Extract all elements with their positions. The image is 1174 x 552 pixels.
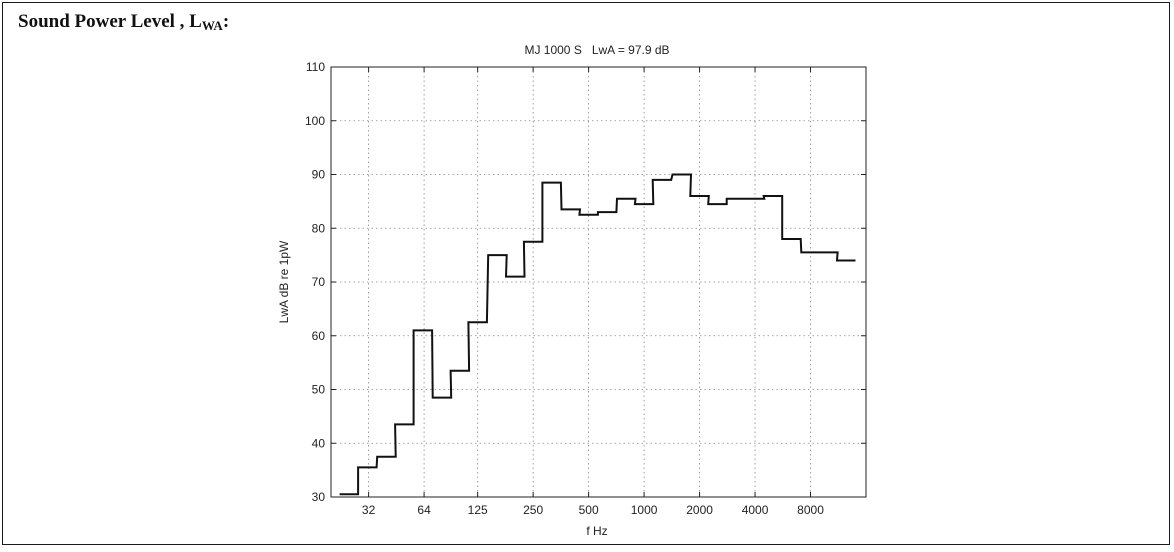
x-tick-label: 2000 — [686, 503, 713, 517]
y-tick-label: 50 — [312, 383, 326, 397]
y-tick-label: 30 — [312, 490, 326, 504]
x-tick-label: 64 — [417, 503, 431, 517]
y-tick-label: 60 — [312, 329, 326, 343]
x-axis-label: f Hz — [586, 524, 607, 538]
y-tick-label: 90 — [312, 168, 326, 182]
section-heading: Sound Power Level , LWA: — [18, 11, 229, 34]
y-axis-label: LwA dB re 1pW — [277, 240, 291, 323]
chart-title: MJ 1000 S LwA = 97.9 dB — [524, 43, 669, 57]
spectrum-step-line — [339, 173, 856, 496]
x-tick-label: 125 — [468, 503, 488, 517]
heading-suffix: : — [222, 11, 230, 32]
x-tick-label: 32 — [362, 503, 376, 517]
heading-subscript: WA — [201, 18, 223, 33]
y-tick-label: 110 — [306, 60, 325, 74]
series-layer — [339, 173, 856, 496]
x-tick-label: 250 — [523, 503, 543, 517]
heading-text: Sound Power Level , L — [18, 11, 202, 32]
y-tick-label: 100 — [305, 114, 325, 128]
x-tick-label: 4000 — [742, 503, 769, 517]
y-tick-label: 80 — [312, 221, 326, 235]
y-tick-label: 70 — [312, 275, 326, 289]
y-tick-label: 40 — [312, 436, 326, 450]
ticks-layer: 30 40 50 60 70 80 90 100 110 32 64 125 250 500 1000 200… — [305, 60, 866, 517]
x-tick-label: 8000 — [797, 503, 824, 517]
figure-frame — [2, 2, 1170, 545]
x-tick-label: 1000 — [631, 503, 658, 517]
grid-layer — [331, 67, 866, 497]
x-tick-label: 500 — [579, 503, 599, 517]
